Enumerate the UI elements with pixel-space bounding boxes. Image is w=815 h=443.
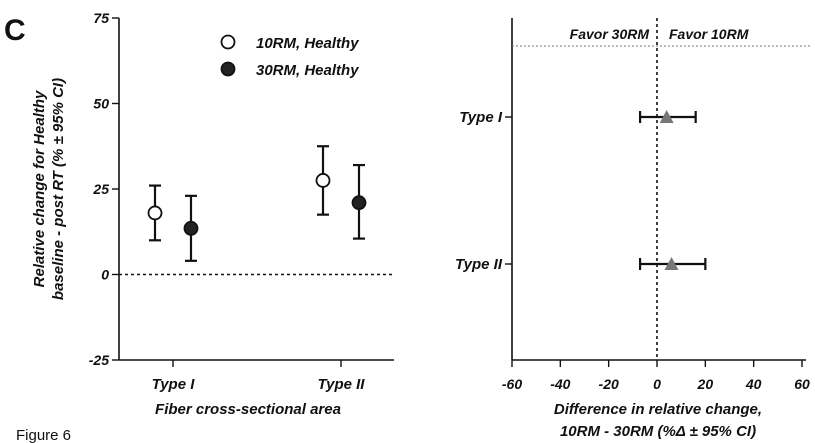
right-x-axis-title-line1: Difference in relative change, [554, 401, 762, 418]
right-x-tick-label: 40 [745, 376, 762, 392]
left-y-axis-title-line1: Relative change for Healthy [31, 90, 48, 287]
right-x-tick-label: 20 [697, 376, 714, 392]
estimate-marker-type-ii [664, 257, 679, 270]
left-y-tick-label: 75 [93, 10, 109, 26]
left-y-axis-title-line2: baseline - post RT (% ± 95% CI) [50, 78, 67, 300]
right-data-marks [638, 110, 707, 270]
estimate-marker-type-i [659, 110, 674, 123]
left-x-tick-label-type-i: Type I [152, 376, 196, 393]
right-x-tick-label: -60 [502, 376, 522, 392]
right-x-tick-label: -20 [599, 376, 619, 392]
left-y-axis-title: Relative change for Healthy baseline - p… [31, 78, 67, 300]
left-x-ticks: Type I Type II [152, 360, 366, 393]
left-y-tick-label: -25 [89, 352, 109, 368]
right-x-tick-label: -40 [550, 376, 570, 392]
data-point-30rm-type-i [183, 220, 199, 236]
legend-open-circle-marker [220, 34, 236, 50]
legend-label-30rm: 30RM, Healthy [256, 62, 359, 79]
right-x-tick-label: 0 [653, 376, 661, 392]
left-x-tick-label-type-ii: Type II [318, 376, 366, 393]
left-y-tick-label: 0 [101, 267, 109, 283]
left-chart: 75 50 25 0 -25 Type I Type II 10RM, Healthy 3… [31, 10, 394, 418]
left-legend: 10RM, Healthy 30RM, Healthy [220, 34, 359, 79]
panel-letter: C [4, 14, 26, 47]
right-category-labels: Type I Type II [455, 109, 512, 273]
data-point-30rm-type-ii [351, 195, 367, 211]
favor-30rm-label: Favor 30RM [570, 26, 650, 42]
right-chart: Favor 30RM Favor 10RM -60 -40 -20 0 20 40 60 T… [455, 18, 810, 440]
favor-10rm-label: Favor 10RM [669, 26, 749, 42]
left-y-ticks: 75 50 25 0 -25 [89, 10, 119, 368]
legend-filled-circle-marker [220, 61, 236, 77]
legend-label-10rm: 10RM, Healthy [256, 35, 359, 52]
right-x-tick-label: 60 [794, 376, 810, 392]
left-data-marks [147, 145, 367, 262]
right-x-axis-title-line2: 10RM - 30RM (%Δ ± 95% CI) [560, 423, 756, 440]
figure-label: Figure 6 [16, 427, 71, 443]
data-point-10rm-type-ii [315, 173, 331, 188]
left-x-axis-title: Fiber cross-sectional area [155, 401, 341, 418]
data-point-10rm-type-i [147, 205, 163, 221]
left-y-tick-label: 50 [93, 96, 109, 112]
right-x-ticks: -60 -40 -20 0 20 40 60 [502, 360, 810, 392]
left-y-tick-label: 25 [92, 181, 109, 197]
right-category-label-type-i: Type I [459, 109, 503, 126]
right-category-label-type-ii: Type II [455, 256, 503, 273]
